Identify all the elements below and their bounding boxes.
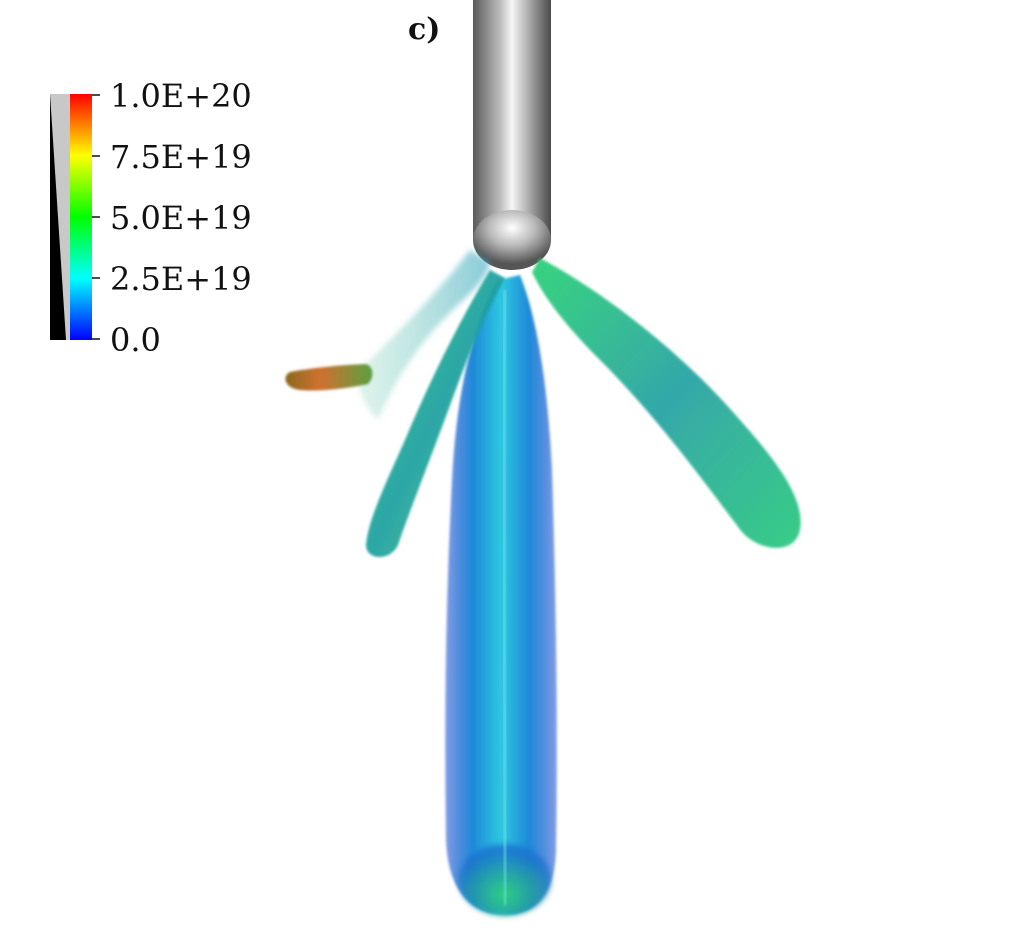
left-branch [366, 270, 505, 558]
colorbar [50, 94, 100, 340]
colorbar-tick-label: 7.5E+19 [110, 138, 252, 176]
colorbar-legend: 1.0E+20 7.5E+19 5.0E+19 2.5E+19 0.0 [50, 80, 280, 356]
main-streamer [445, 275, 557, 915]
colorbar-tick-label: 5.0E+19 [110, 199, 252, 237]
colorbar-tick-label: 1.0E+20 [110, 77, 252, 115]
electrode-rod [473, 0, 551, 240]
electrode-tip [473, 210, 551, 270]
panel-label: c) [408, 12, 441, 47]
colorbar-tick-label: 0.0 [110, 321, 161, 359]
left-hot-spur [285, 364, 373, 391]
colorbar-tick-label: 2.5E+19 [110, 260, 252, 298]
left-sheet [358, 250, 490, 420]
right-branch [532, 258, 801, 548]
colorbar-gradient [70, 94, 92, 340]
